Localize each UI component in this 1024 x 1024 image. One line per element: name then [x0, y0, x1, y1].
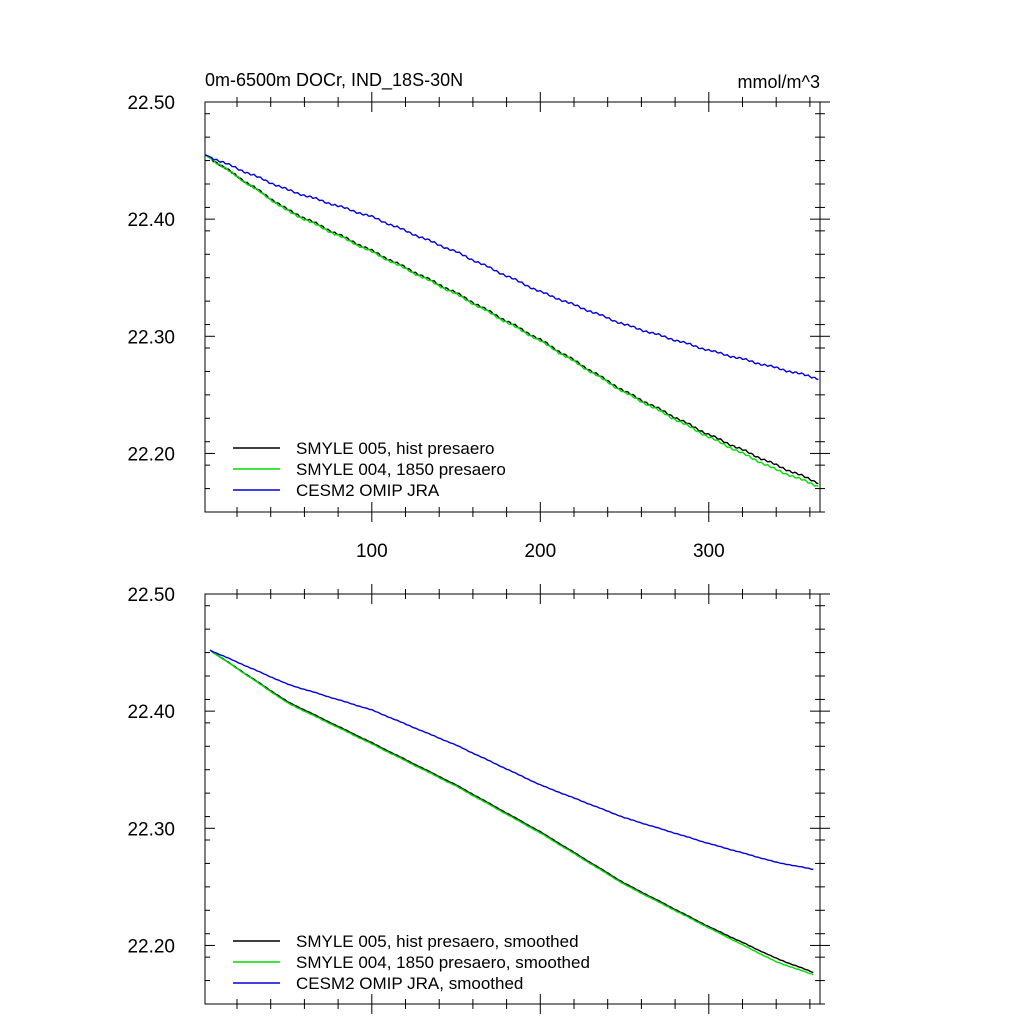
x-tick-label: 300 [693, 541, 725, 562]
y-tick-label: 22.20 [127, 936, 175, 957]
series-line-2 [204, 154, 819, 487]
plot-frame [204, 101, 821, 513]
legend-label-2: SMYLE 004, 1850 presaero [296, 460, 506, 479]
chart-panel-2: 22.20 22.30 22.40 22.50 SMYLE 005, hist pres… [127, 584, 830, 1014]
legend-label-1: SMYLE 005, hist presaero, smoothed [296, 932, 579, 951]
units-label: mmol/m^3 [738, 72, 820, 92]
y-tick-label: 22.30 [127, 819, 175, 840]
series-line-1 [204, 154, 819, 485]
chart-panel-1: 0m-6500m DOCr, IND_18S-30N mmol/m^3 22.20 2… [127, 70, 830, 562]
legend-label-1: SMYLE 005, hist presaero [296, 439, 494, 458]
y-tick-label: 22.50 [127, 93, 175, 114]
y-tick-label: 22.40 [127, 702, 175, 723]
plot-frame [204, 593, 821, 1005]
x-tick-label: 200 [524, 541, 556, 562]
series-line-3 [204, 154, 819, 381]
y-tick-label: 22.50 [127, 585, 175, 606]
y-tick-label: 22.40 [127, 210, 175, 231]
series-line-3 [209, 649, 814, 870]
y-tick-label: 22.20 [127, 444, 175, 465]
legend-label-2: SMYLE 004, 1850 presaero, smoothed [296, 953, 590, 972]
chart-title: 0m-6500m DOCr, IND_18S-30N [205, 70, 463, 91]
x-tick-label: 100 [356, 541, 388, 562]
series-line-2 [209, 649, 814, 976]
legend-label-3: CESM2 OMIP JRA, smoothed [296, 974, 523, 993]
series-line-1 [209, 649, 814, 974]
y-tick-label: 22.30 [127, 327, 175, 348]
legend-label-3: CESM2 OMIP JRA [296, 481, 440, 500]
